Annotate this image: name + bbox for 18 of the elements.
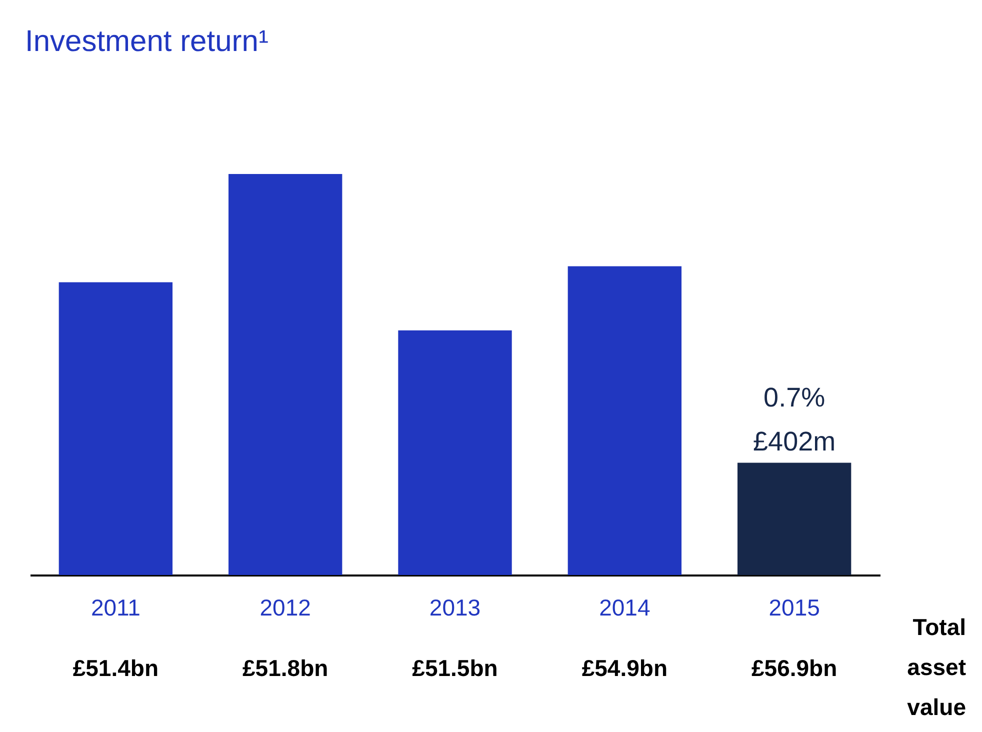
x-tick-label: 2015 xyxy=(768,594,820,620)
bar xyxy=(568,266,682,575)
chart-title: Investment return¹ xyxy=(25,25,268,58)
bar xyxy=(737,462,852,575)
bar xyxy=(228,174,342,575)
x-tick-label: 2011 xyxy=(90,594,140,620)
text: £51.8bn xyxy=(242,655,328,681)
text: £51.4bn xyxy=(72,655,159,681)
x-tick-label: 2012 xyxy=(260,594,311,620)
bar xyxy=(398,330,512,575)
text: £54.9bn xyxy=(582,655,668,681)
x-tick-label: 2014 xyxy=(599,594,650,620)
bar xyxy=(58,282,173,575)
annotation: 0.7% £402m xyxy=(753,382,836,457)
text: Total asset value xyxy=(907,614,966,720)
text: £51.5bn xyxy=(412,655,498,681)
x-tick-label: 2013 xyxy=(429,594,481,620)
text: £56.9bn xyxy=(751,655,838,681)
